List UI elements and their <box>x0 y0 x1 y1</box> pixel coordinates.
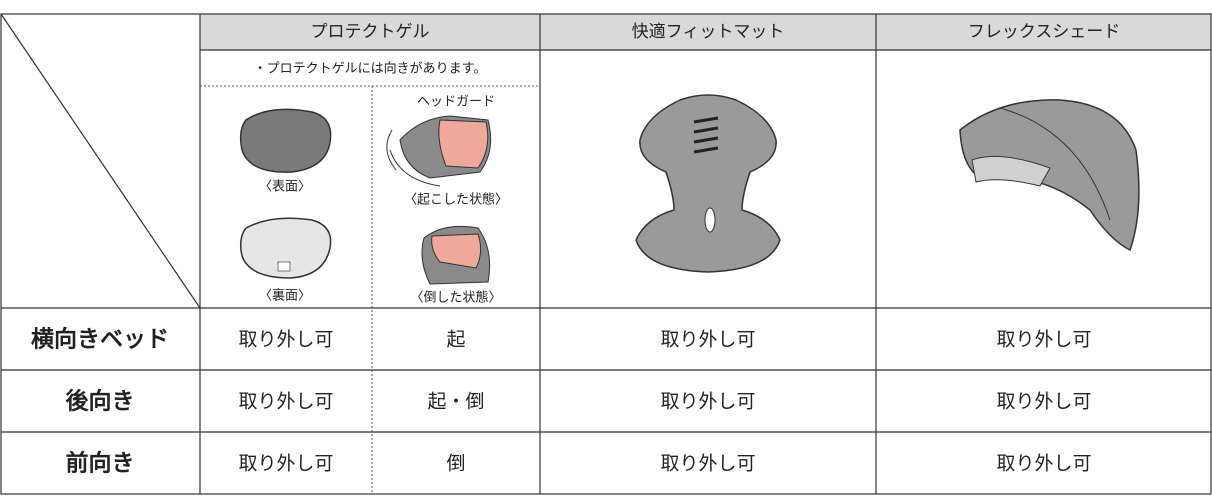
head-guard-pad <box>431 233 482 269</box>
cell: 起 <box>446 329 465 351</box>
caption: 〈倒した状態〉 <box>410 290 501 306</box>
caption: 〈裏面〉 <box>259 289 311 304</box>
head-guard-pad <box>438 119 489 169</box>
header-bg <box>200 14 1211 50</box>
row-header: 後向き <box>66 388 135 415</box>
cell: 取り外し可 <box>660 391 755 413</box>
cell: 取り外し可 <box>996 391 1091 413</box>
mat-slits <box>693 116 719 154</box>
cell: 取り外し可 <box>238 391 333 413</box>
table-border <box>0 13 1212 495</box>
shade-frame <box>971 155 1051 187</box>
cell: 起・倒 <box>427 391 484 413</box>
row-header: 横向きベッド <box>31 326 169 353</box>
gel-tag <box>277 261 291 272</box>
cell: 取り外し可 <box>660 329 755 351</box>
column-header: プロテクトゲル <box>311 22 430 42</box>
caption: ヘッドガード <box>417 95 495 110</box>
column-header: 快適フィットマット <box>632 22 785 42</box>
mat-hole <box>704 207 716 233</box>
gel-front <box>239 108 332 173</box>
seat-sketch <box>386 129 441 187</box>
cell: 取り外し可 <box>660 453 755 475</box>
row-header: 前向き <box>66 450 135 477</box>
caption: 〈表面〉 <box>259 180 311 195</box>
note: ・プロテクトゲルには向きがあります。 <box>254 61 487 77</box>
gel-back <box>239 217 332 279</box>
caption: 〈起こした状態〉 <box>404 192 508 208</box>
shade-seam <box>999 107 1111 221</box>
fit-mat <box>635 94 781 273</box>
cell: 倒 <box>446 453 465 475</box>
diagonal <box>0 13 201 309</box>
cell: 取り外し可 <box>996 453 1091 475</box>
cell: 取り外し可 <box>996 329 1091 351</box>
cell: 取り外し可 <box>238 453 333 475</box>
column-header: フレックスシェード <box>968 22 1121 42</box>
cell: 取り外し可 <box>238 329 333 351</box>
